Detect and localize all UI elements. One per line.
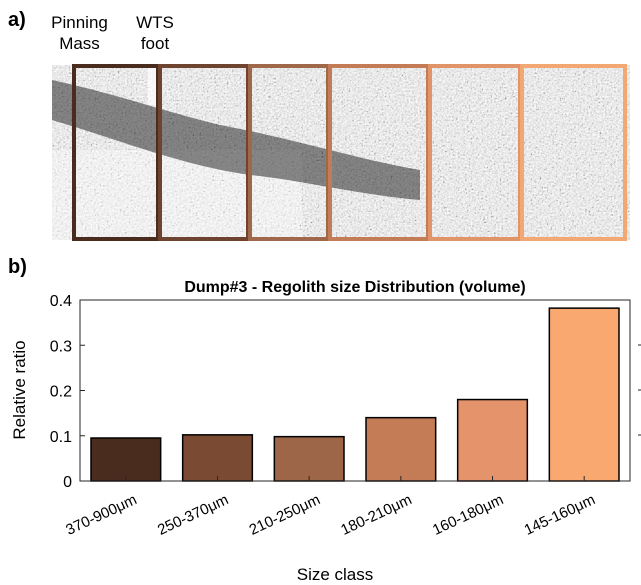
wts-foot-text: WTS foot: [136, 13, 174, 53]
bar-5: [456, 398, 529, 482]
x-tick-label: 250-370μm: [155, 491, 231, 539]
bar-6: [548, 307, 620, 482]
y-tick-label: 0.4: [50, 293, 72, 310]
pinning-mass-label: Pinning Mass: [42, 12, 117, 54]
panel-a-label: a): [8, 9, 26, 31]
light-region: [52, 150, 302, 240]
bar-2: [181, 434, 254, 482]
chart-title: Dump#3 - Regolith size Distribution (vol…: [184, 279, 525, 296]
bar-3: [273, 435, 345, 482]
y-tick-label: 0.1: [50, 429, 72, 446]
pinning-mass-post: [148, 65, 156, 105]
bar-1: [90, 437, 162, 482]
wts-foot-label: WTS foot: [125, 12, 185, 54]
x-tick-label: 370-900μm: [63, 491, 139, 539]
x-axis-label: Size class: [297, 565, 374, 584]
x-tick-label: 210-250μm: [247, 491, 323, 539]
section-frame-6: [520, 64, 627, 241]
y-tick-label: 0: [63, 474, 72, 491]
x-tick-label: 160-180μm: [430, 491, 506, 539]
y-tick-label: 0.2: [50, 384, 72, 401]
x-tick-label: 180-210μm: [338, 491, 414, 539]
x-tick-label: 145-160μm: [522, 491, 598, 539]
bar-4: [365, 416, 437, 482]
micrograph-image: [52, 64, 630, 241]
panel-b-label: b): [8, 256, 27, 278]
y-axis-label: Relative ratio: [10, 340, 29, 439]
plot-frame: [79, 299, 631, 482]
y-tick-label: 0.3: [50, 338, 72, 355]
section-frames: [72, 64, 627, 241]
pinning-mass-text: Pinning Mass: [51, 13, 108, 53]
